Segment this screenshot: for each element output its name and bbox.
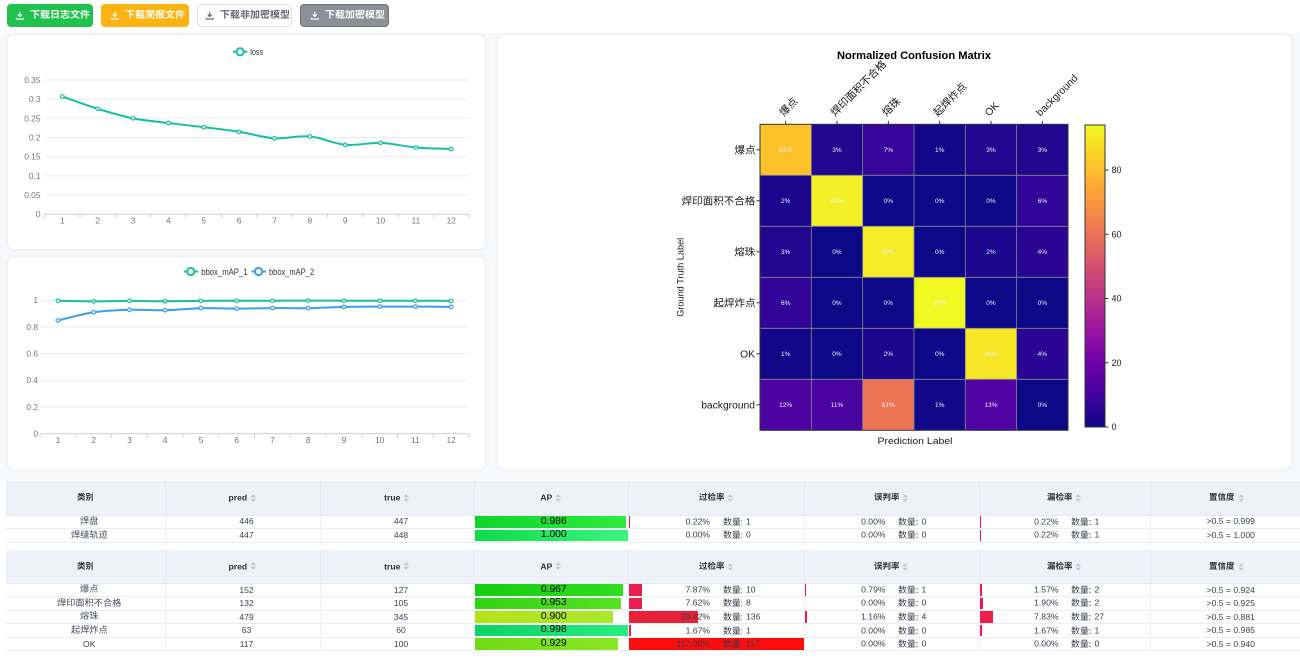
svg-text:4: 4 bbox=[163, 435, 168, 445]
svg-text:11: 11 bbox=[411, 435, 420, 445]
svg-text:4: 4 bbox=[166, 216, 171, 226]
svg-text:background: background bbox=[701, 400, 755, 411]
svg-text:5: 5 bbox=[201, 216, 206, 226]
svg-text:0%: 0% bbox=[935, 198, 945, 205]
svg-text:7: 7 bbox=[270, 435, 275, 445]
svg-text:10: 10 bbox=[376, 216, 386, 226]
svg-text:40: 40 bbox=[1112, 294, 1122, 304]
svg-text:0%: 0% bbox=[986, 300, 996, 307]
svg-text:3%: 3% bbox=[986, 147, 996, 154]
svg-text:6%: 6% bbox=[781, 300, 791, 307]
svg-text:10: 10 bbox=[375, 435, 385, 445]
svg-text:8: 8 bbox=[306, 435, 311, 445]
svg-text:2: 2 bbox=[95, 216, 100, 226]
svg-text:0%: 0% bbox=[935, 351, 945, 358]
svg-text:2%: 2% bbox=[781, 198, 791, 205]
svg-text:80: 80 bbox=[1112, 165, 1122, 175]
svg-text:7%: 7% bbox=[884, 147, 894, 154]
svg-text:4%: 4% bbox=[1038, 351, 1048, 358]
svg-text:2%: 2% bbox=[986, 249, 996, 256]
svg-text:0%: 0% bbox=[986, 198, 996, 205]
svg-text:0%: 0% bbox=[935, 249, 945, 256]
svg-text:12: 12 bbox=[447, 216, 457, 226]
svg-text:OK: OK bbox=[740, 349, 755, 360]
svg-text:89%: 89% bbox=[984, 351, 997, 358]
svg-text:background: background bbox=[1035, 73, 1081, 119]
svg-text:13%: 13% bbox=[984, 402, 997, 409]
svg-text:1%: 1% bbox=[935, 402, 945, 409]
svg-text:0.3: 0.3 bbox=[29, 94, 41, 104]
svg-text:Prediction Label: Prediction Label bbox=[878, 436, 953, 447]
svg-text:0%: 0% bbox=[884, 198, 894, 205]
svg-text:bbox_mAP_2: bbox_mAP_2 bbox=[269, 267, 314, 278]
svg-text:12: 12 bbox=[446, 435, 456, 445]
svg-text:0.6: 0.6 bbox=[26, 349, 38, 359]
svg-text:0%: 0% bbox=[884, 300, 894, 307]
svg-text:8: 8 bbox=[307, 216, 312, 226]
svg-text:Normalized Confusion Matrix: Normalized Confusion Matrix bbox=[837, 50, 992, 62]
svg-text:1: 1 bbox=[56, 435, 61, 445]
svg-text:90%: 90% bbox=[882, 249, 895, 256]
svg-text:1: 1 bbox=[33, 295, 38, 305]
svg-text:loss: loss bbox=[250, 47, 263, 58]
svg-text:0%: 0% bbox=[832, 300, 842, 307]
svg-text:3%: 3% bbox=[781, 249, 791, 256]
svg-text:2%: 2% bbox=[884, 351, 894, 358]
svg-text:0%: 0% bbox=[1038, 402, 1048, 409]
svg-text:1%: 1% bbox=[781, 351, 791, 358]
svg-text:0.25: 0.25 bbox=[24, 113, 41, 123]
svg-text:0.2: 0.2 bbox=[26, 402, 38, 412]
svg-text:9: 9 bbox=[342, 435, 347, 445]
svg-text:OK: OK bbox=[983, 101, 1001, 119]
svg-text:0.4: 0.4 bbox=[26, 375, 38, 385]
svg-text:91%: 91% bbox=[830, 198, 843, 205]
svg-text:Ground Truth Label: Ground Truth Label bbox=[676, 238, 687, 317]
svg-text:0%: 0% bbox=[832, 249, 842, 256]
svg-text:20: 20 bbox=[1112, 358, 1122, 368]
svg-text:3%: 3% bbox=[832, 147, 842, 154]
svg-text:0: 0 bbox=[1112, 422, 1117, 432]
svg-text:7: 7 bbox=[272, 216, 277, 226]
svg-text:93%: 93% bbox=[933, 300, 946, 307]
svg-text:0%: 0% bbox=[1038, 300, 1048, 307]
svg-text:11%: 11% bbox=[831, 402, 844, 409]
svg-text:0.35: 0.35 bbox=[24, 75, 41, 85]
svg-text:60: 60 bbox=[1112, 229, 1122, 239]
svg-text:6: 6 bbox=[234, 435, 239, 445]
svg-text:3%: 3% bbox=[1038, 147, 1048, 154]
svg-text:6: 6 bbox=[237, 216, 242, 226]
svg-text:0.15: 0.15 bbox=[24, 152, 41, 162]
svg-text:0: 0 bbox=[36, 209, 41, 219]
svg-text:11: 11 bbox=[412, 216, 421, 226]
svg-text:9: 9 bbox=[343, 216, 348, 226]
svg-text:0: 0 bbox=[33, 429, 38, 439]
svg-text:5: 5 bbox=[199, 435, 204, 445]
svg-text:3: 3 bbox=[131, 216, 136, 226]
svg-text:81%: 81% bbox=[779, 147, 792, 154]
svg-text:1%: 1% bbox=[935, 147, 945, 154]
svg-text:3: 3 bbox=[127, 435, 132, 445]
svg-text:0.8: 0.8 bbox=[26, 322, 38, 332]
svg-text:0.1: 0.1 bbox=[29, 171, 41, 181]
svg-text:4%: 4% bbox=[1038, 249, 1048, 256]
svg-text:6%: 6% bbox=[1038, 198, 1048, 205]
svg-text:2: 2 bbox=[91, 435, 96, 445]
svg-text:1: 1 bbox=[60, 216, 65, 226]
svg-text:0.2: 0.2 bbox=[29, 133, 41, 143]
svg-text:12%: 12% bbox=[779, 402, 792, 409]
svg-text:61%: 61% bbox=[882, 402, 895, 409]
svg-text:0.05: 0.05 bbox=[24, 190, 41, 200]
svg-text:bbox_mAP_1: bbox_mAP_1 bbox=[201, 267, 247, 278]
svg-text:0%: 0% bbox=[832, 351, 842, 358]
